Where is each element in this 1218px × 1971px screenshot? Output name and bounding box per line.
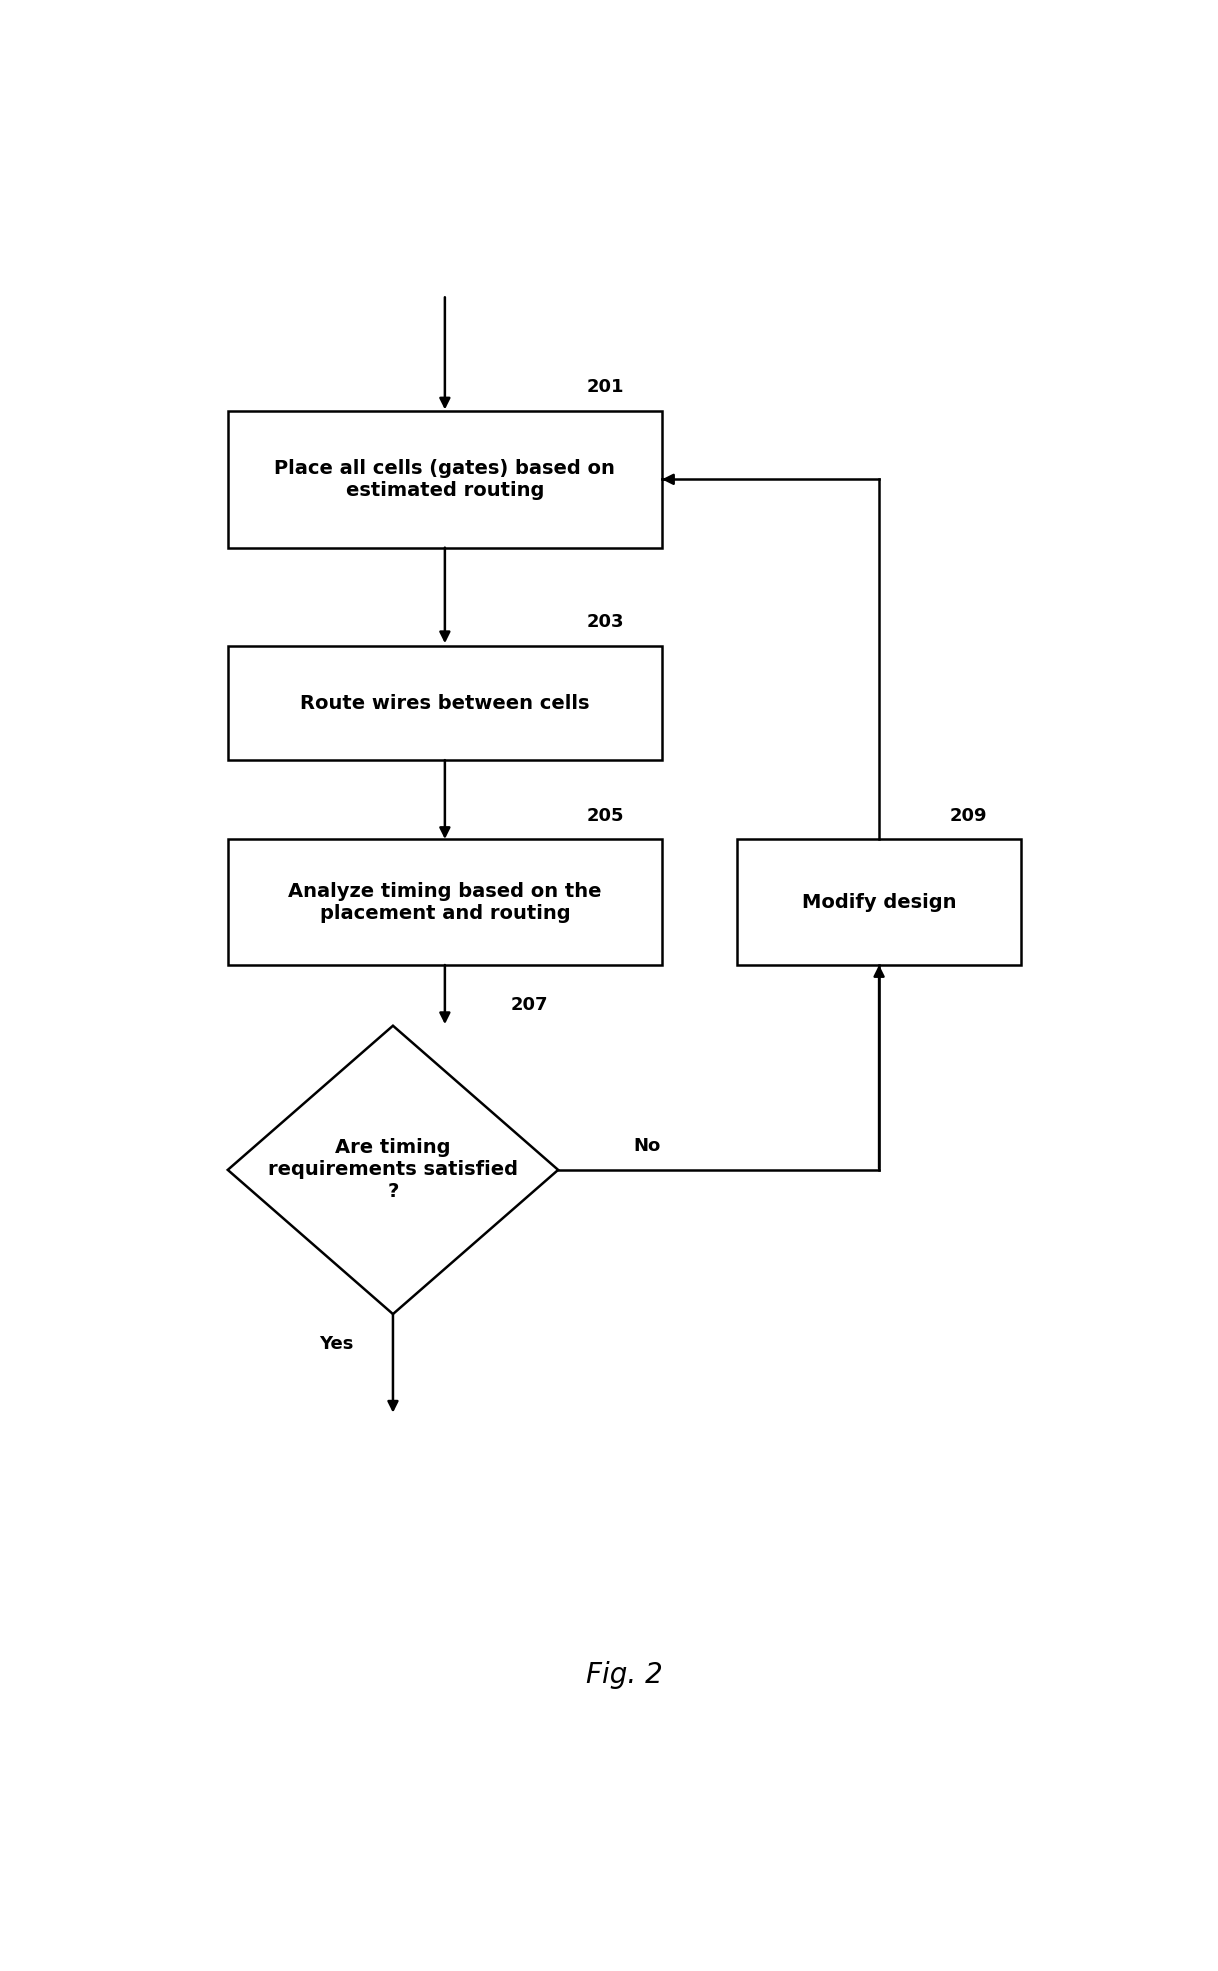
Text: 201: 201 xyxy=(587,378,624,396)
Text: 203: 203 xyxy=(587,613,624,631)
Polygon shape xyxy=(228,1025,558,1315)
Text: 209: 209 xyxy=(950,808,988,826)
FancyBboxPatch shape xyxy=(738,840,1021,966)
FancyBboxPatch shape xyxy=(228,646,663,761)
Text: Route wires between cells: Route wires between cells xyxy=(300,694,590,714)
FancyBboxPatch shape xyxy=(228,840,663,966)
Text: 205: 205 xyxy=(587,808,624,826)
Text: Are timing
requirements satisfied
?: Are timing requirements satisfied ? xyxy=(268,1139,518,1202)
Text: Analyze timing based on the
placement and routing: Analyze timing based on the placement an… xyxy=(289,881,602,922)
FancyBboxPatch shape xyxy=(228,412,663,548)
Text: 207: 207 xyxy=(512,995,548,1013)
Text: Place all cells (gates) based on
estimated routing: Place all cells (gates) based on estimat… xyxy=(274,459,615,501)
Text: No: No xyxy=(633,1137,661,1155)
Text: Modify design: Modify design xyxy=(801,893,956,911)
Text: Yes: Yes xyxy=(319,1336,353,1354)
Text: Fig. 2: Fig. 2 xyxy=(586,1662,663,1689)
